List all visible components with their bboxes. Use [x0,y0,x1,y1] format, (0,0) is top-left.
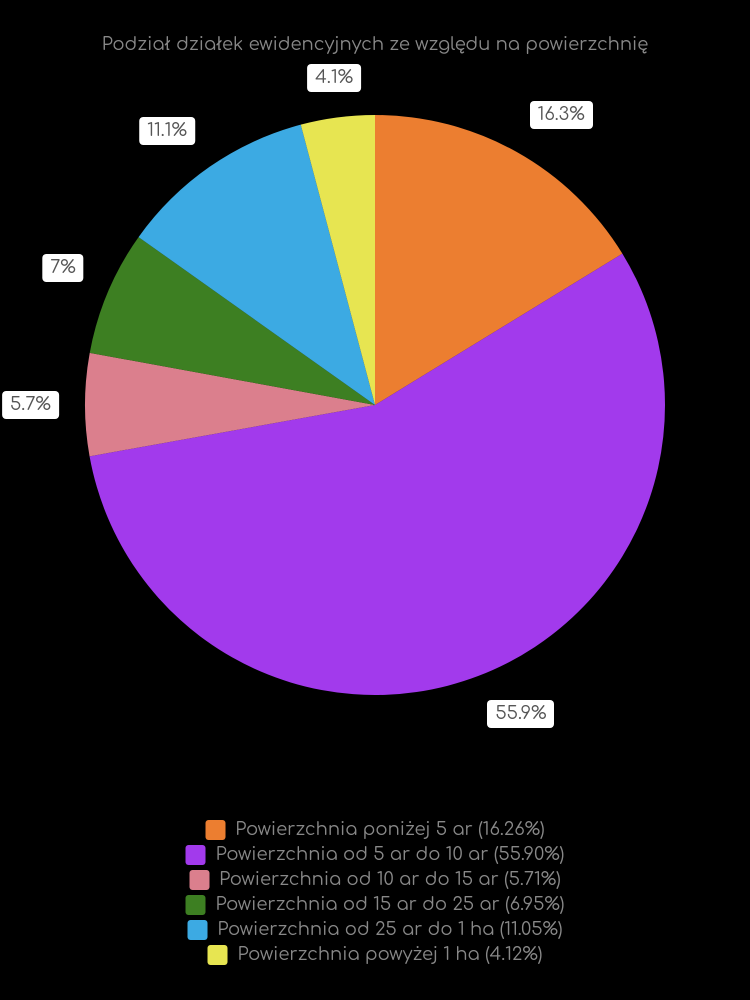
legend-swatch-1 [186,845,206,865]
legend-item-3: Powierzchnia od 15 ar do 25 ar (6.95%) [186,895,565,915]
slice-label-0: 16.3% [530,101,593,129]
slice-label-2: 5.7% [2,391,59,419]
legend-item-2: Powierzchnia od 10 ar do 15 ar (5.71%) [186,870,565,890]
legend-swatch-0 [205,820,225,840]
legend-swatch-2 [189,870,209,890]
pie-chart [0,30,750,780]
legend-item-4: Powierzchnia od 25 ar do 1 ha (11.05%) [186,920,565,940]
legend: Powierzchnia poniżej 5 ar (16.26%) Powier… [186,820,565,970]
legend-text-3: Powierzchnia od 15 ar do 25 ar (6.95%) [216,895,565,915]
legend-item-1: Powierzchnia od 5 ar do 10 ar (55.90%) [186,845,565,865]
legend-text-4: Powierzchnia od 25 ar do 1 ha (11.05%) [217,920,562,940]
legend-text-0: Powierzchnia poniżej 5 ar (16.26%) [235,820,544,840]
legend-swatch-5 [208,945,228,965]
legend-item-5: Powierzchnia powyżej 1 ha (4.12%) [186,945,565,965]
slice-label-4: 11.1% [139,117,195,145]
legend-text-2: Powierzchnia od 10 ar do 15 ar (5.71%) [219,870,561,890]
slice-label-5: 4.1% [307,64,361,92]
legend-swatch-4 [187,920,207,940]
slice-label-3: 7% [42,254,84,282]
legend-text-1: Powierzchnia od 5 ar do 10 ar (55.90%) [216,845,565,865]
slice-label-1: 55.9% [487,700,554,728]
legend-swatch-3 [186,895,206,915]
legend-text-5: Powierzchnia powyżej 1 ha (4.12%) [238,945,543,965]
pie-chart-container: 16.3% 55.9% 5.7% 7% 11.1% 4.1% [0,55,750,755]
legend-item-0: Powierzchnia poniżej 5 ar (16.26%) [186,820,565,840]
